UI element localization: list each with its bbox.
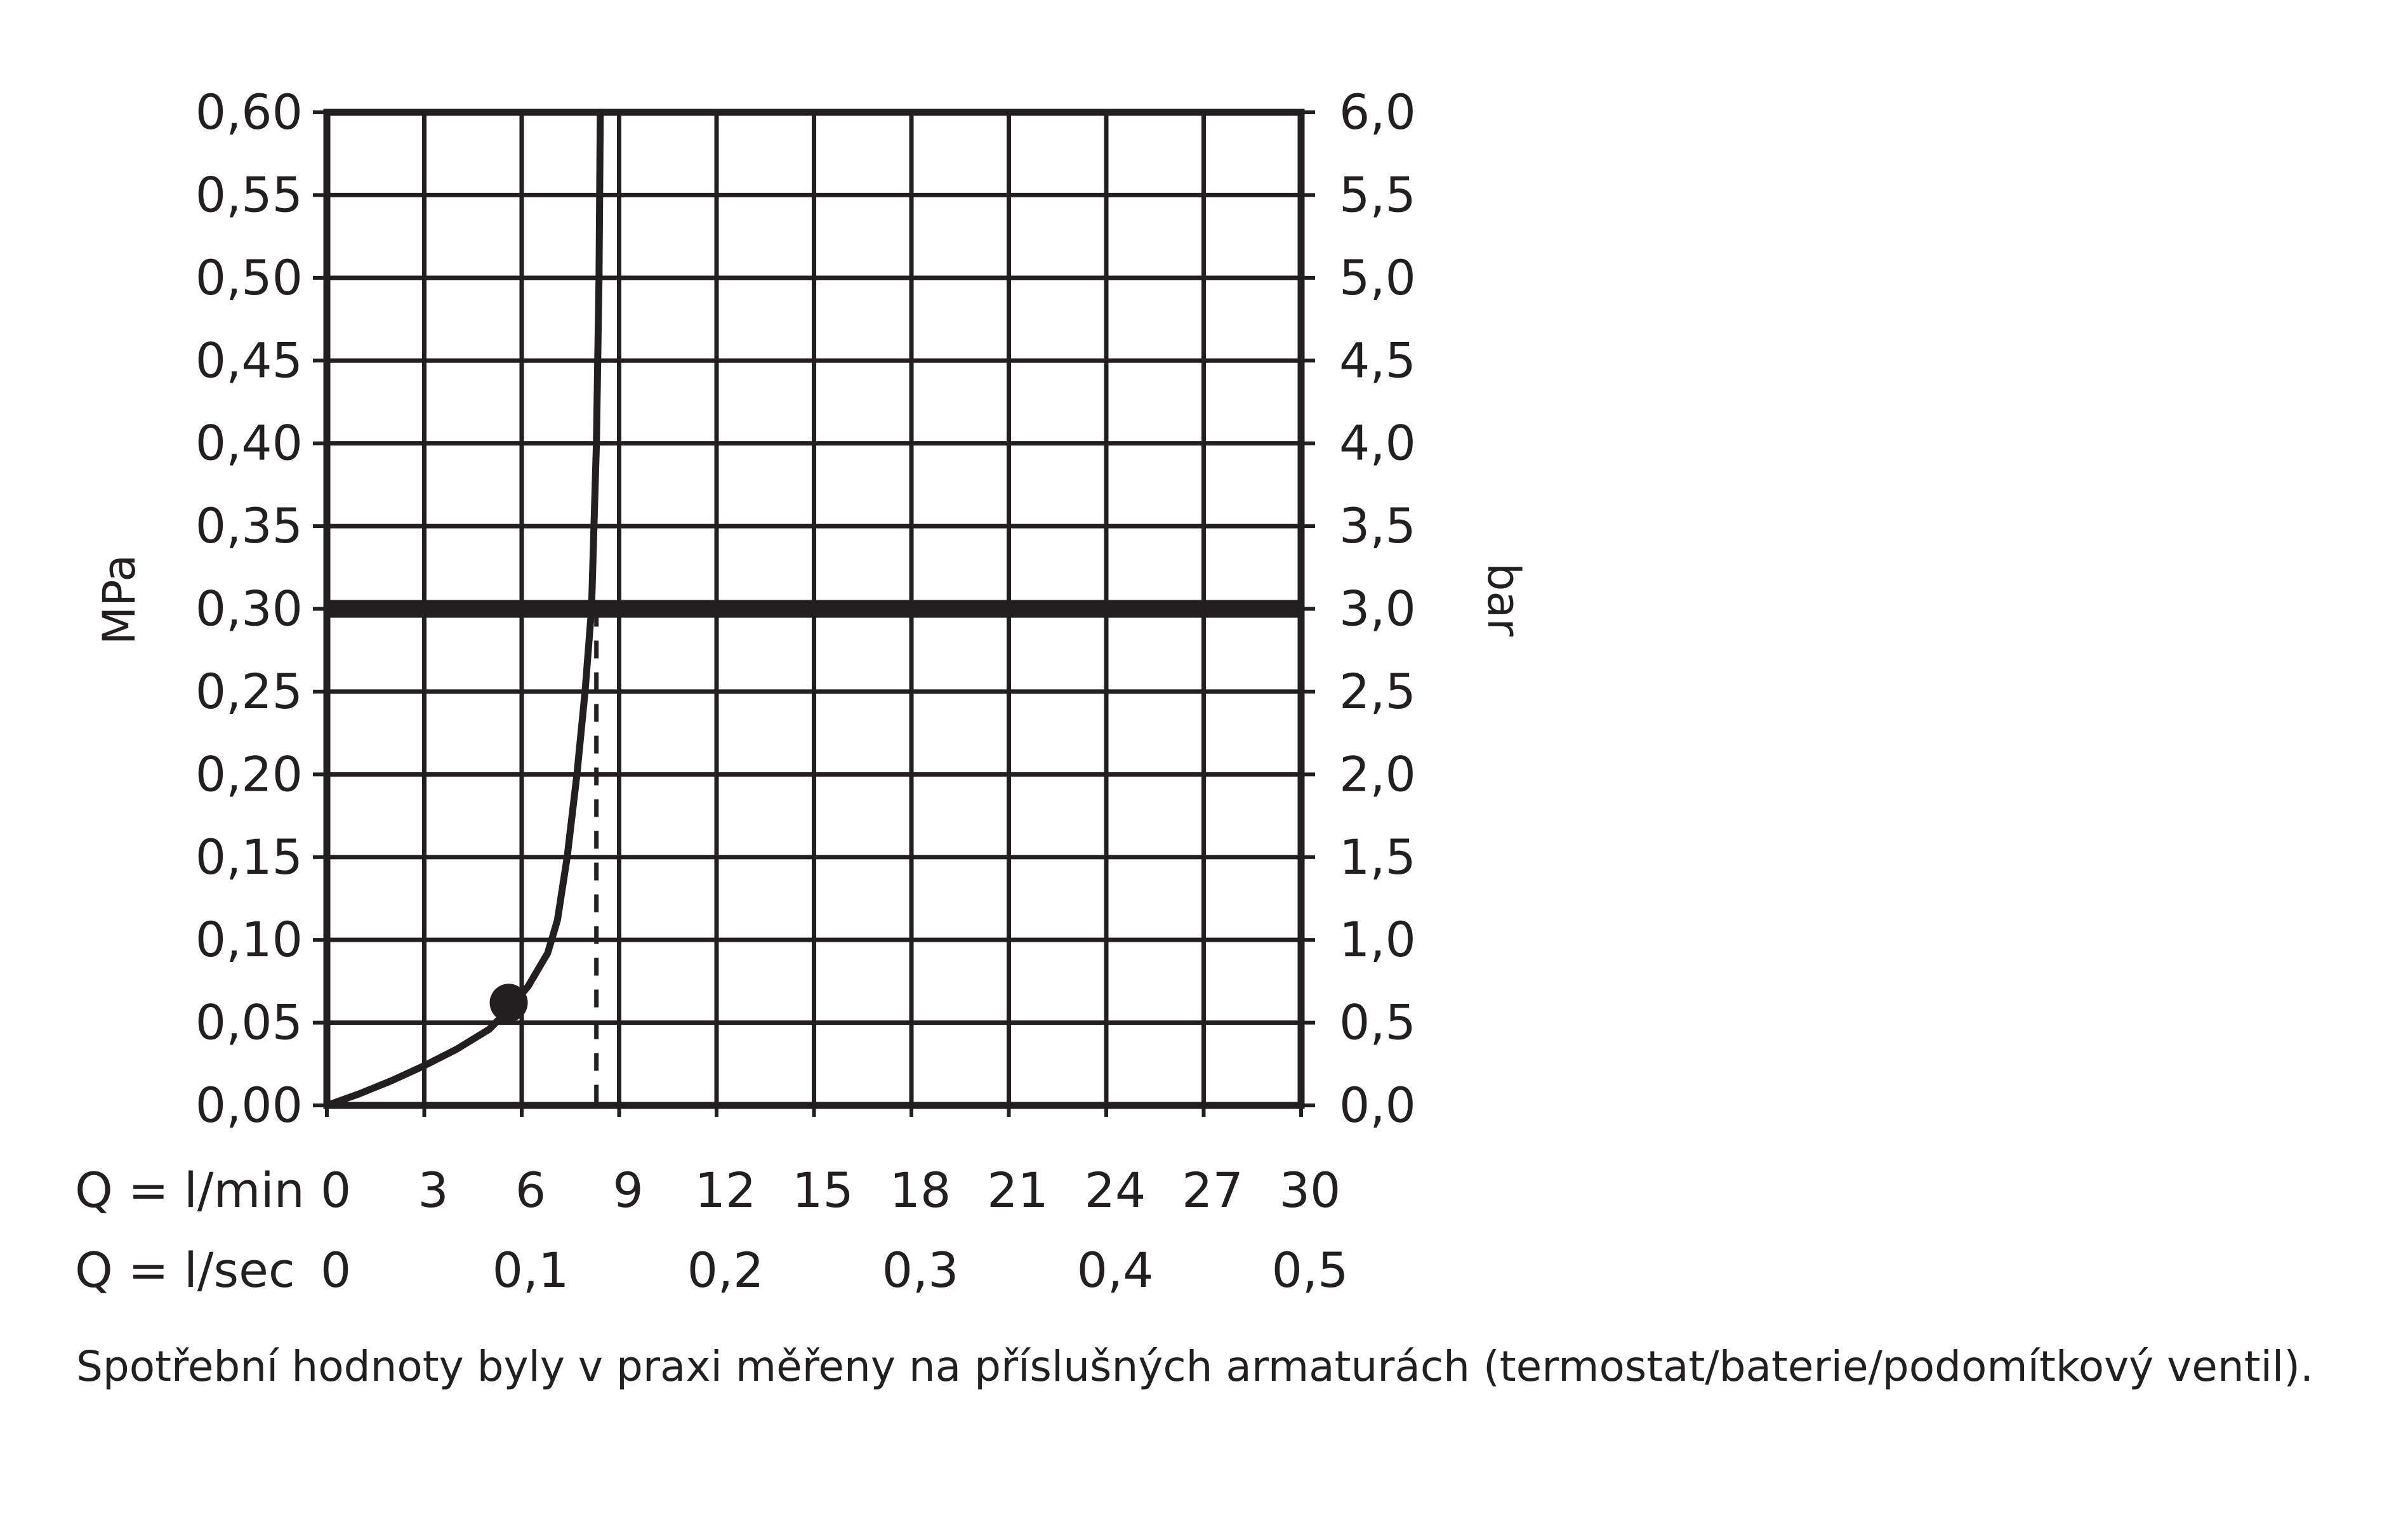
y-tick-label-left: 0,35: [195, 497, 303, 554]
x-tick-label-lsec: 0,4: [1077, 1242, 1154, 1298]
x-tick-label-lmin: 0: [321, 1162, 351, 1218]
x-tick-label-lsec: 0,3: [882, 1242, 959, 1298]
y-tick-label-right: 4,5: [1339, 332, 1416, 388]
x-tick-label-lmin: 6: [515, 1162, 546, 1218]
x-tick-label-lmin: 3: [418, 1162, 448, 1218]
y-tick-label-left: 0,50: [195, 249, 303, 306]
flow-curve: [323, 109, 604, 1109]
y-tick-label-left: 0,15: [195, 829, 303, 885]
x-axis-label-lmin: Q = l/min: [75, 1162, 305, 1218]
y-tick-label-left: 0,60: [195, 84, 303, 140]
y-tick-label-right: 1,0: [1339, 911, 1416, 968]
x-tick-label-lmin: 21: [987, 1162, 1049, 1218]
y-tick-label-right: 1,5: [1339, 829, 1416, 885]
y-tick-label-right: 3,0: [1339, 581, 1416, 637]
y-tick-label-right: 4,0: [1339, 415, 1416, 471]
y-tick-label-right: 0,5: [1339, 994, 1416, 1051]
x-tick-label-lsec: 0,1: [493, 1242, 569, 1298]
chart-caption: Spotřební hodnoty byly v praxi měřeny na…: [76, 1342, 2313, 1391]
y-tick-label-right: 5,0: [1339, 249, 1416, 306]
y-axis-label-right: bar: [1478, 563, 1530, 636]
x-tick-label-lsec: 0,2: [687, 1242, 764, 1298]
x-tick-label-lmin: 15: [792, 1162, 854, 1218]
y-tick-label-left: 0,10: [195, 911, 303, 968]
y-axis-label-left: MPa: [93, 555, 145, 645]
x-tick-label-lsec: 0,5: [1272, 1242, 1349, 1298]
x-tick-label-lmin: 18: [890, 1162, 951, 1218]
pressure-flow-chart: MPa bar Q = l/min Q = l/sec 0,00 0,0 0,05 0…: [75, 84, 1530, 1298]
x-tick-label-lmin: 9: [612, 1162, 643, 1218]
y-tick-label-left: 0,40: [195, 415, 303, 471]
x-tick-label-lmin: 27: [1182, 1162, 1243, 1218]
x-tick-label-lmin: 12: [695, 1162, 757, 1218]
y-tick-label-left: 0,20: [195, 746, 303, 802]
curve-marker-point: [489, 984, 528, 1022]
y-tick-label-right: 0,0: [1339, 1077, 1416, 1133]
y-tick-label-left: 0,25: [195, 663, 303, 720]
y-tick-label-left: 0,30: [195, 581, 303, 637]
y-tick-label-left: 0,45: [195, 332, 303, 388]
y-tick-label-right: 2,0: [1339, 746, 1416, 802]
y-tick-label-right: 6,0: [1339, 84, 1416, 140]
y-tick-label-right: 5,5: [1339, 166, 1416, 223]
chart-data-layer: [323, 109, 1301, 1109]
chart-labels: MPa bar Q = l/min Q = l/sec 0,00 0,0 0,05 0…: [75, 84, 1530, 1298]
x-tick-label-lmin: 30: [1280, 1162, 1341, 1218]
y-tick-label-left: 0,55: [195, 166, 303, 223]
y-tick-label-left: 0,00: [195, 1077, 303, 1133]
y-tick-label-left: 0,05: [195, 994, 303, 1051]
x-tick-label-lmin: 24: [1085, 1162, 1146, 1218]
x-tick-label-lsec: 0: [321, 1242, 351, 1298]
y-tick-label-right: 3,5: [1339, 497, 1416, 554]
x-axis-label-lsec: Q = l/sec: [75, 1242, 295, 1298]
y-tick-label-right: 2,5: [1339, 663, 1416, 720]
